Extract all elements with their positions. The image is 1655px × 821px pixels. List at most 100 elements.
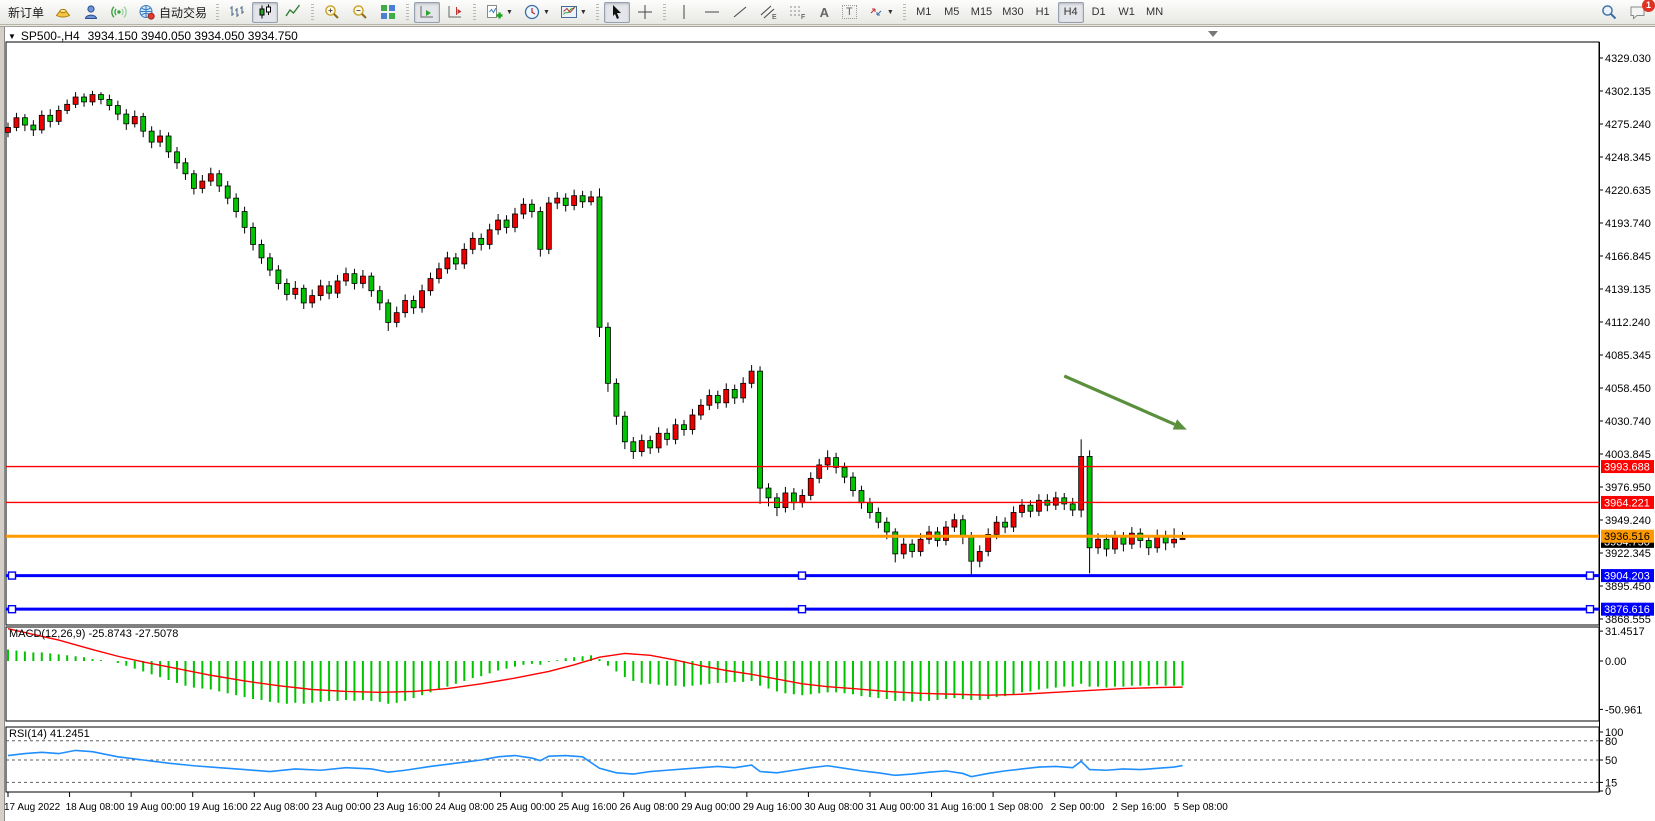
crosshair-tool-button[interactable] [632,2,658,23]
candle-up [1171,538,1177,544]
cursor-arrow-icon [608,3,626,21]
fibonacci-tool[interactable]: F [784,2,811,23]
templates-button[interactable]: ▼ [556,2,591,23]
hline-handle[interactable] [797,571,807,580]
candle-down [190,173,197,189]
hline-handle[interactable] [797,604,807,614]
hline-3876.616[interactable] [6,604,1599,614]
signals-button[interactable] [106,2,132,23]
time-tick-label: 29 Aug 16:00 [743,802,802,813]
bar-chart-button[interactable] [224,2,250,23]
notification-badge: 1 [1642,0,1655,12]
candle-down [114,105,121,115]
candle-down [140,116,147,132]
candle-up [545,202,552,250]
hline-handle[interactable] [1585,604,1595,614]
vertical-line-icon [675,3,693,21]
candle-down [850,476,856,491]
collapse-triangle-icon: ▼ [8,32,16,41]
candle-down [529,203,535,212]
timeframe-MN[interactable]: MN [1142,2,1168,23]
line-chart-button[interactable] [280,2,306,23]
candle-up [495,219,502,231]
candle-up [72,96,79,105]
toolbar-grip [473,4,477,20]
candle-down [537,211,544,250]
candle-down [174,151,180,164]
periods-button[interactable]: ▼ [519,2,554,23]
timeframe-M30[interactable]: M30 [998,2,1027,23]
timeframe-M1[interactable]: M1 [911,2,937,23]
autotrading-button[interactable]: 自动交易 [134,2,211,23]
zoom-in-button[interactable] [319,2,345,23]
timeframe-H1[interactable]: H1 [1030,2,1056,23]
candle-down [613,382,620,417]
trend-arrow-annotation[interactable] [1063,374,1187,430]
text-label-tool[interactable]: T [838,2,861,23]
hline-handle[interactable] [1585,571,1595,580]
candle-up [951,519,958,528]
candle-down [647,440,654,449]
trendline-tool[interactable] [727,2,753,23]
arrow-shaft[interactable] [1063,374,1176,426]
timeframe-H4[interactable]: H4 [1057,1,1084,23]
candle-up [486,229,493,245]
candle-up [207,173,214,182]
chevron-down-icon: ▼ [542,8,550,16]
time-axis-labels: 17 Aug 2022 18 Aug 08:00 19 Aug 00:00 19 Au… [4,792,1228,813]
candle-down [326,285,333,294]
deposit-button[interactable] [50,2,76,23]
chart-shift-marker-icon[interactable] [1208,31,1218,37]
timeframe-M15[interactable]: M15 [967,2,996,23]
text-tool[interactable]: A [813,2,836,23]
cursor-tool-button[interactable] [603,1,630,23]
hline-handle[interactable] [7,604,17,614]
arrow-head-icon[interactable] [1172,419,1187,430]
notifications-button[interactable]: 1 [1624,0,1655,23]
price-tick-label: 4085.345 [1605,350,1651,362]
zoom-out-button[interactable] [347,2,373,23]
candle-up [689,414,696,431]
candle-down [182,162,189,175]
hline-price-label-3964.221: 3964.221 [1601,495,1654,509]
candle-up [993,521,1000,535]
macd-signal-line [7,628,1183,696]
candlestick-chart-button[interactable] [252,1,279,23]
channel-icon: E [759,3,778,21]
candle-up [427,278,434,292]
new-order-button[interactable]: 新订单 [4,2,48,23]
chart-shift-button[interactable] [442,2,468,23]
candle-down [562,197,569,206]
hline-3904.203[interactable] [6,571,1599,580]
vertical-line-tool[interactable] [671,2,697,23]
auto-scroll-button[interactable] [414,1,441,23]
macd-label: MACD(12,26,9) -25.8743 -27.5078 [9,628,179,640]
clock-icon [523,3,541,21]
main-pane [5,41,1600,626]
timeframe-button-group: M1 M5 M15 M30 H1 H4 D1 W1 MN [910,1,1169,23]
indicators-button[interactable]: ▼ [481,2,517,23]
candle-up [943,526,949,541]
equidistant-channel-tool[interactable]: E [755,2,782,23]
candle-down [681,424,687,431]
account-button[interactable] [78,2,104,23]
candle-up [199,180,206,189]
hline-handle[interactable] [7,571,17,580]
timeframe-W1[interactable]: W1 [1114,2,1140,23]
horizontal-line-tool[interactable] [699,2,725,23]
timeframe-M5[interactable]: M5 [939,2,965,23]
candle-up [976,551,983,562]
quote-bar[interactable]: ▼ SP500-,H4 3934.150 3940.050 3934.050 393… [8,29,298,43]
arrows-tool[interactable]: ▼ [863,2,898,23]
candle-down [241,211,248,228]
symbol-period: SP500-,H4 [20,29,80,43]
macd-axis-label: 0.00 [1605,656,1626,668]
chevron-down-icon: ▼ [579,8,587,16]
tile-windows-button[interactable] [375,2,401,23]
time-tick-label: 31 Aug 16:00 [928,802,987,813]
search-button[interactable] [1596,2,1622,23]
time-tick-label: 17 Aug 2022 [4,802,61,813]
svg-text:3904.203: 3904.203 [1604,571,1650,583]
candle-down [233,197,240,212]
timeframe-D1[interactable]: D1 [1086,2,1112,23]
